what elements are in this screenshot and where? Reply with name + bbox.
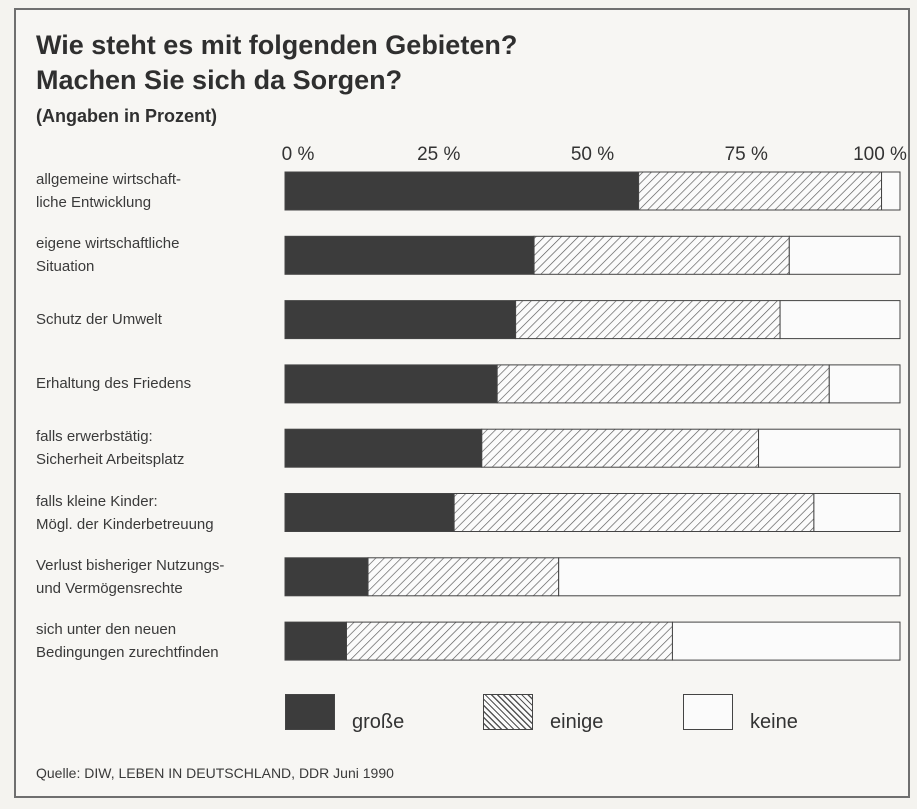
category-label: sich unter den neuen Bedingungen zurechtf…	[36, 618, 219, 664]
category-label-line: Bedingungen zurechtfinden	[36, 644, 219, 662]
x-tick-label: 0 %	[281, 144, 315, 165]
chart-title: Wie steht es mit folgenden Gebieten? Mac…	[36, 28, 517, 98]
category-label: Verlust bisheriger Nutzungs-und Vermögen…	[36, 554, 224, 600]
category-label-line: liche Entwicklung	[36, 194, 152, 211]
category-label: falls erwerbstätig: Sicherheit Arbeitspla…	[36, 425, 184, 471]
legend-swatch-einige	[483, 694, 533, 730]
bar-segment-einige	[367, 557, 560, 597]
bar-segment-einige	[453, 493, 815, 532]
bar-segment-grosse	[284, 493, 455, 532]
bar-segment-einige	[346, 621, 673, 661]
bar-segment-keine	[779, 300, 901, 340]
category-label-line: sich unter den neuen	[36, 621, 177, 639]
legend-label: große	[352, 711, 405, 733]
category-label-line: falls erwerbstätig:	[36, 428, 153, 446]
category-label: Erhaltung des Friedens	[36, 372, 191, 395]
x-tick-label: 25 %	[417, 144, 461, 165]
legend-swatch-grosse	[285, 694, 335, 730]
x-tick-label: 100 %	[853, 144, 907, 165]
category-label-line: Verlust bisheriger Nutzungs-	[36, 556, 225, 574]
bar-segment-grosse	[284, 428, 483, 468]
chart-title-line-1: Wie steht es mit folgenden Gebieten?	[36, 30, 518, 60]
bar-segment-keine	[828, 364, 901, 404]
bar-segment-einige	[496, 364, 830, 404]
bar-segment-keine	[671, 621, 901, 661]
bar-segment-keine	[813, 493, 901, 532]
chart-subtitle: (Angaben in Prozent)	[36, 106, 217, 126]
category-label: falls kleine Kinder: Mögl. der Kinderbetr…	[36, 490, 214, 536]
chart-title-line-2: Machen Sie sich da Sorgen?	[36, 65, 403, 95]
legend-label: einige	[550, 711, 604, 733]
category-label: allgemeine wirtschaft-liche Entwicklung	[36, 168, 181, 214]
bar-segment-keine	[558, 557, 901, 597]
bar-segment-grosse	[284, 300, 517, 340]
category-label-line: Schutz der Umwelt	[36, 311, 162, 329]
source-note: Quelle: DIW, LEBEN IN DEUTSCHLAND, DDR J…	[36, 765, 394, 781]
bar-segment-grosse	[284, 364, 498, 404]
category-label: eigene wirtschaftliche Situation	[36, 232, 179, 278]
bar-segment-grosse	[284, 621, 347, 661]
category-label-line: falls kleine Kinder:	[36, 492, 158, 510]
bar-segment-keine	[881, 171, 901, 211]
category-label-line: eigene wirtschaftliche	[36, 235, 180, 253]
category-label-line: Situation	[36, 258, 95, 276]
category-label-line: allgemeine wirtschaft-	[36, 171, 182, 188]
category-label-line: Erhaltung des Friedens	[36, 375, 192, 393]
bar-segment-keine	[788, 235, 901, 275]
x-tick-label: 50 %	[570, 144, 615, 165]
bar-segment-keine	[758, 428, 901, 468]
category-label-line: Mögl. der Kinderbetreuung	[36, 515, 214, 533]
bar-segment-grosse	[284, 235, 535, 275]
bar-segment-grosse	[284, 171, 640, 211]
bar-segment-einige	[638, 171, 883, 211]
bar-segment-einige	[481, 428, 760, 468]
legend-label: keine	[750, 711, 798, 733]
category-label-line: Sicherheit Arbeitsplatz	[36, 451, 185, 469]
legend-swatch-keine	[683, 694, 733, 730]
bars-group	[284, 171, 901, 661]
category-label: Schutz der Umwelt	[36, 308, 162, 331]
category-label-line: und Vermögensrechte	[36, 579, 183, 597]
bar-segment-grosse	[284, 557, 369, 597]
bar-segment-einige	[533, 235, 790, 275]
bar-segment-einige	[515, 300, 781, 340]
x-tick-label: 75 %	[724, 144, 768, 165]
